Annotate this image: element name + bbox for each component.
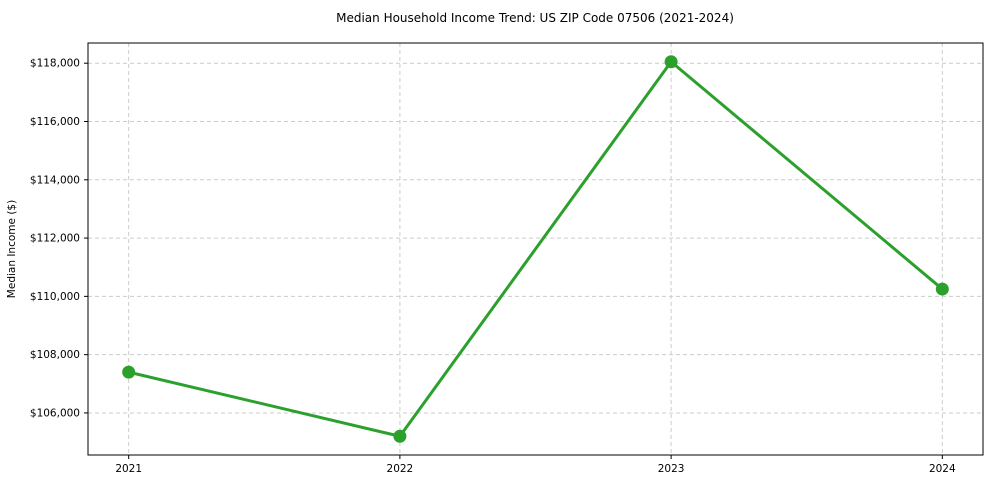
y-tick-label: $110,000 [30,291,80,303]
data-point [935,282,949,296]
x-tick-label: 2023 [658,463,685,475]
y-tick-label: $112,000 [30,233,80,245]
chart-title: Median Household Income Trend: US ZIP Co… [336,11,734,25]
x-tick-label: 2021 [115,463,142,475]
axes-frame [87,42,984,456]
y-tick-label: $118,000 [30,58,80,70]
data-line [127,60,944,438]
x-tick-label: 2022 [387,463,414,475]
data-point [664,55,678,69]
plot-area: $106,000 $108,000 $110,000 $112,000 $114,000… [30,42,984,475]
y-tick-label: $106,000 [30,407,80,419]
data-point [122,365,136,379]
data-point [393,429,407,443]
y-tick-label: $116,000 [30,116,80,128]
y-tick-label: $114,000 [30,174,80,186]
x-tick-label: 2024 [929,463,956,475]
y-axis-label: Median Income ($) [6,200,18,298]
y-tick-label: $108,000 [30,349,80,361]
